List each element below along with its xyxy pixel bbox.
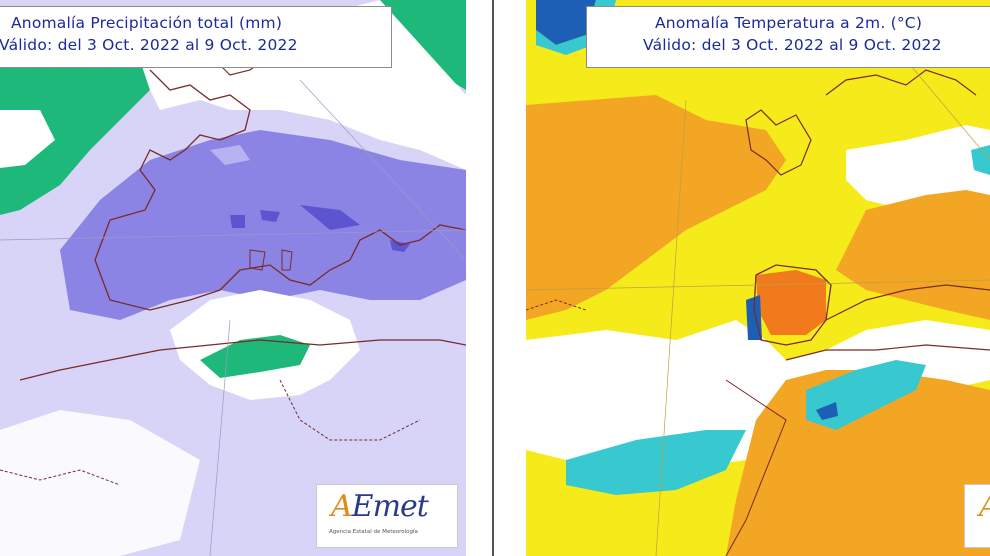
temp-coastline-scandinavia xyxy=(825,69,977,96)
panel-divider xyxy=(492,0,494,556)
temperature-map-canvas xyxy=(526,0,990,556)
precipitation-title: Anomalía Precipitación total (mm) xyxy=(11,14,283,32)
precip-wetter-zone xyxy=(60,130,466,320)
aemet-logo-subtitle: Agencia Estatal de Meteorología xyxy=(329,529,418,535)
precip-very-dry-patch-africa xyxy=(200,335,310,378)
temp-cold-patch-nw xyxy=(536,0,596,45)
temp-graticule-2 xyxy=(655,99,687,556)
temperature-validity: Válido: del 3 Oct. 2022 al 9 Oct. 2022 xyxy=(643,36,942,54)
temperature-title: Anomalía Temperatura a 2m. (°C) xyxy=(655,14,923,32)
temp-graticule-1 xyxy=(526,279,990,291)
precip-coastline-europe xyxy=(94,69,466,311)
aemet-logo-partial: A xyxy=(964,484,990,548)
precip-wettest-patch-3 xyxy=(260,210,280,222)
precipitation-anomaly-map: Anomalía Precipitación total (mm) Válido… xyxy=(0,0,466,556)
temp-coastline-britain xyxy=(745,109,812,176)
precip-wettest-patch-4 xyxy=(390,240,410,252)
temp-graticule-3 xyxy=(905,59,990,161)
temp-warm-zone-west xyxy=(526,95,786,320)
temperature-title-box: Anomalía Temperatura a 2m. (°C) Válido: … xyxy=(586,6,990,68)
temp-warmer-zone-iberia xyxy=(756,270,826,335)
precipitation-title-box: Anomalía Precipitación total (mm) Válido… xyxy=(0,6,392,68)
temperature-anomaly-map: Anomalía Temperatura a 2m. (°C) Válido: … xyxy=(526,0,990,556)
precip-graticule-1 xyxy=(0,229,466,241)
precip-wettest-patch-2 xyxy=(230,215,245,228)
precip-graticule-3 xyxy=(209,319,231,556)
precip-border-dashed xyxy=(0,469,121,486)
temp-cool-patch-ne xyxy=(971,145,990,175)
temp-coastline-africa xyxy=(785,344,990,361)
precip-coastline-africa xyxy=(19,339,466,381)
temp-coastline-west-africa xyxy=(725,379,787,556)
temp-coastline-mediterranean xyxy=(825,284,990,321)
temp-cold-patch-africa xyxy=(816,402,838,420)
aemet-logo: AEmet Agencia Estatal de Meteorología xyxy=(316,484,458,548)
temp-warm-zone-east xyxy=(836,190,990,320)
precip-islands xyxy=(249,249,293,271)
precipitation-map-canvas xyxy=(0,0,466,556)
temp-neutral-band xyxy=(526,320,990,470)
aemet-logo-wordmark: AEmet xyxy=(331,489,429,524)
temp-cool-patch-sw xyxy=(566,430,746,495)
precip-wettest-patch-1 xyxy=(300,205,360,230)
temp-coastline-iberia xyxy=(753,264,832,346)
precip-wet-patch xyxy=(210,145,250,165)
temp-warm-zone-south xyxy=(726,370,990,556)
precip-border-dashed-2 xyxy=(279,379,421,441)
aemet-logo-wordmark-partial: A xyxy=(979,489,990,524)
precip-green-area-ne xyxy=(380,0,466,90)
precip-graticule-2 xyxy=(299,79,466,261)
precip-white-patch-nw xyxy=(0,110,55,168)
temp-border-dashed xyxy=(526,299,587,311)
precipitation-validity: Válido: del 3 Oct. 2022 al 9 Oct. 2022 xyxy=(0,36,298,54)
precip-green-area-nw xyxy=(0,60,150,215)
precip-white-patch-sw xyxy=(0,410,200,556)
